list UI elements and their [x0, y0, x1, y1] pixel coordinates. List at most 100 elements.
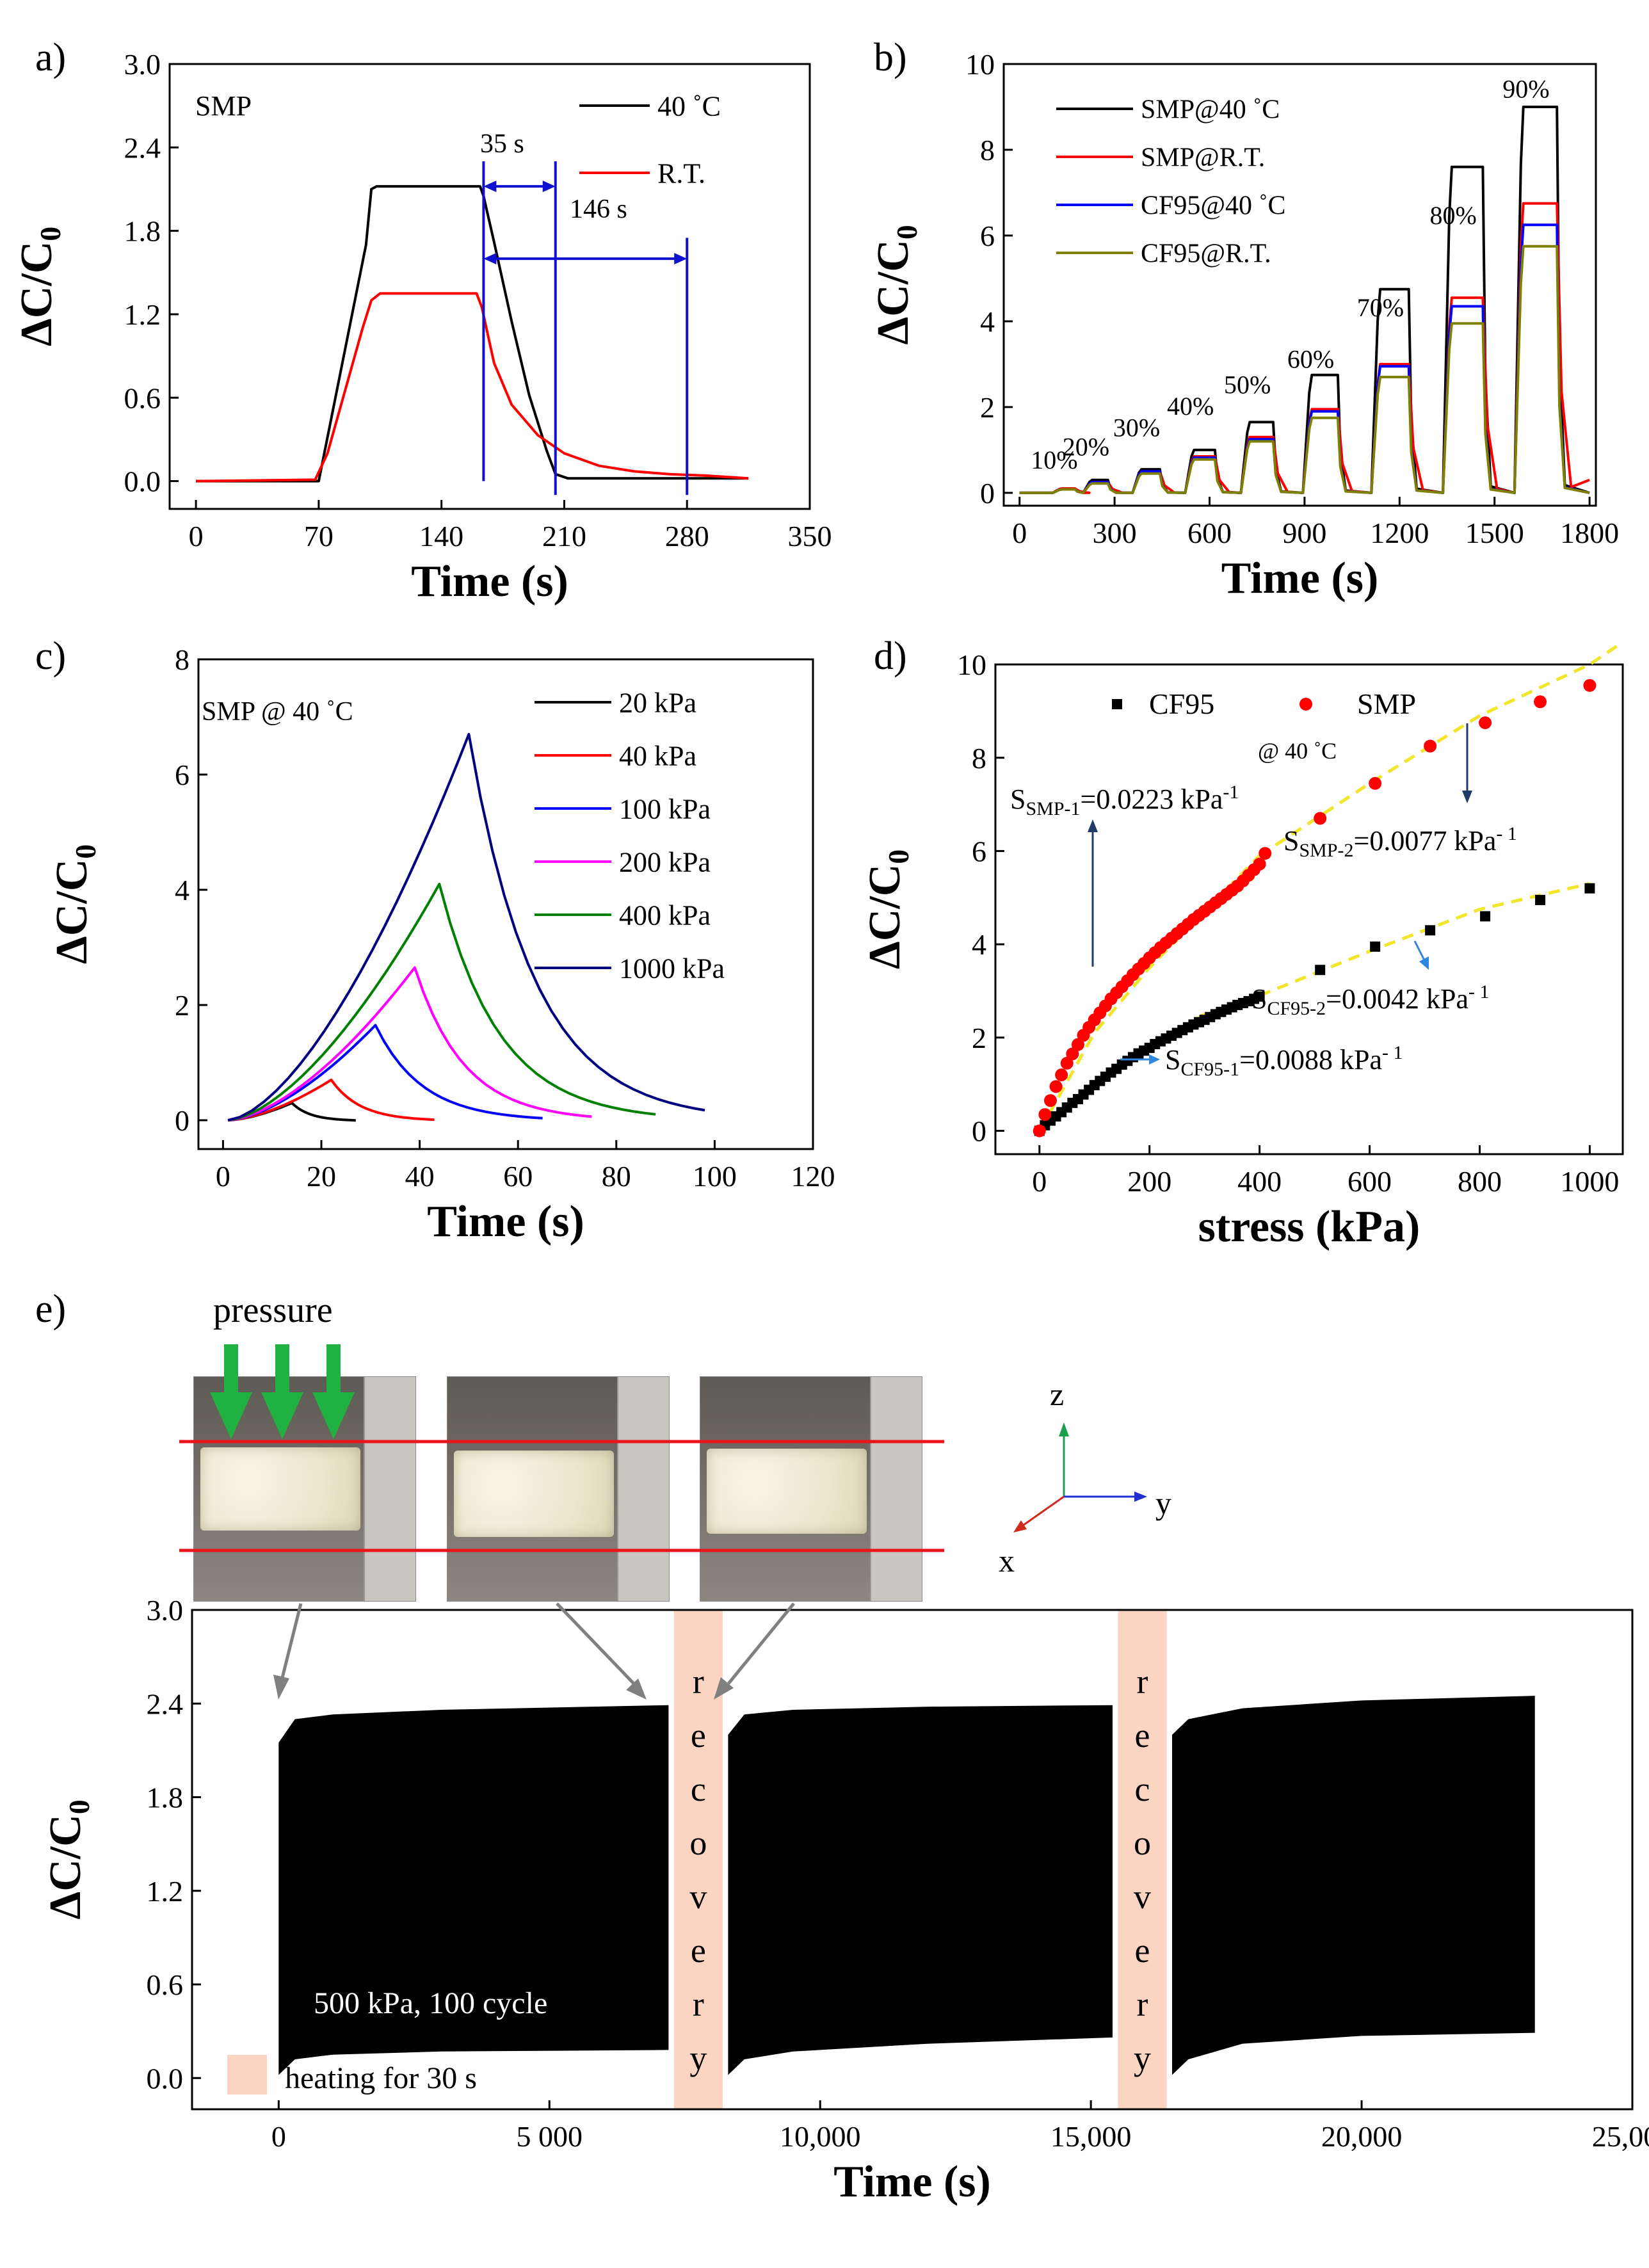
legend-smp-label: SMP	[1357, 688, 1416, 720]
x-tick-label: 0	[189, 520, 204, 552]
plot-frame	[197, 658, 814, 1150]
s-cf1-sub: CF95-1	[1180, 1059, 1239, 1080]
x-tick-label: 40	[405, 1160, 435, 1193]
y-tick-label: 1.2	[124, 298, 161, 331]
x-tick-label: 80	[602, 1160, 631, 1193]
s-smp2-main: S	[1283, 825, 1299, 857]
recovery-letter: v	[1134, 1878, 1151, 1916]
y-tick-label: 4	[972, 928, 986, 961]
axis-z-label: z	[1050, 1376, 1064, 1412]
y-tick-label: 8	[972, 742, 986, 775]
x-tick-label: 1000	[1560, 1165, 1619, 1198]
s-smp1-sub: SMP-1	[1026, 798, 1080, 819]
y-tick-label: 3.0	[124, 48, 161, 81]
x-tick-label: 5 000	[517, 2120, 583, 2153]
legend-label: CF95@R.T.	[1141, 239, 1271, 269]
plot-frame	[1002, 63, 1597, 507]
panel-a-annotation: SMP	[195, 90, 252, 122]
y-tick-label: 10	[957, 648, 986, 681]
panel-c-label: c)	[35, 634, 66, 678]
y-tick-label: 0.0	[147, 2062, 184, 2095]
legend-label: 1000 kPa	[619, 953, 725, 984]
y-tick-label: 2.4	[147, 1687, 184, 1720]
y-tick-label: 0	[980, 477, 995, 510]
x-axis-title: stress (kPa)	[1198, 1202, 1420, 1251]
cycle-text: 500 kPa, 100 cycle	[314, 1986, 547, 2020]
legend-label: R.T.	[657, 157, 705, 189]
y-tick-label: 6	[972, 835, 986, 868]
smp-point	[1071, 1038, 1084, 1051]
plot-frame	[994, 663, 1624, 1155]
cf95-point	[1370, 941, 1381, 952]
strain-label: 40%	[1167, 392, 1214, 421]
cf95-point	[1584, 883, 1595, 894]
cf95-point	[1535, 894, 1546, 905]
y-tick-label: 0.6	[147, 1968, 184, 2001]
cf95-point	[1315, 965, 1326, 976]
recovery-letter: y	[1134, 2039, 1151, 2077]
series-line	[1019, 106, 1590, 494]
y-tick-label: 4	[980, 305, 995, 338]
y-tick-label: 3.0	[147, 1594, 184, 1627]
y-tick-label: 4	[175, 874, 189, 906]
x-axis-title: Time (s)	[411, 557, 568, 606]
heating-legend-swatch	[227, 2055, 267, 2095]
strain-label: 50%	[1224, 371, 1271, 399]
s-smp2-sup: - 1	[1496, 823, 1517, 844]
legend-label: SMP@40 ˚C	[1141, 95, 1280, 125]
smp-point	[1060, 1056, 1074, 1070]
panel-a-dim-146: 146 s	[570, 195, 627, 224]
x-tick-label: 300	[1093, 517, 1137, 549]
strain-label: 90%	[1502, 74, 1549, 103]
x-tick-label: 70	[304, 520, 334, 552]
y-tick-label: 8	[980, 134, 995, 166]
smp-point	[1043, 1094, 1057, 1107]
y-tick-label: 0.0	[124, 465, 161, 498]
s-cf2-val: =0.0042 kPa	[1326, 983, 1468, 1015]
legend-label: 200 kPa	[619, 846, 711, 878]
y-axis-title: ΔC/C0	[47, 844, 102, 964]
plot-frame	[191, 1609, 1634, 2111]
recovery-letter: y	[689, 2039, 707, 2077]
x-tick-label: 200	[1127, 1165, 1171, 1198]
s-cf2-main: S	[1251, 983, 1267, 1015]
x-tick-label: 0	[1032, 1165, 1047, 1198]
y-tick-label: 0	[175, 1104, 189, 1137]
smp-point	[1583, 679, 1597, 692]
cycle-envelope	[278, 1705, 669, 2075]
x-tick-label: 600	[1187, 517, 1232, 549]
x-tick-label: 210	[542, 520, 586, 552]
s-cf2-sup: - 1	[1468, 981, 1490, 1002]
y-tick-label: 1.8	[147, 1781, 184, 1814]
series-line	[196, 292, 749, 483]
smp-point	[1424, 739, 1437, 753]
smp-point	[1479, 716, 1492, 730]
s-cf1-sup: - 1	[1382, 1042, 1403, 1063]
x-tick-label: 350	[788, 520, 832, 552]
smp-point	[1066, 1047, 1079, 1061]
legend-cf95-label: CF95	[1149, 688, 1214, 720]
series-line	[227, 883, 656, 1122]
axis-x-label: x	[999, 1543, 1015, 1579]
panel-d-annotations: @ 40 ˚C SSMP-1=0.0223 kPa-1 SSMP-2=0.007…	[1010, 723, 1517, 1080]
y-tick-label: 2	[980, 391, 995, 424]
cf95-point	[1425, 925, 1436, 936]
recovery-letter: r	[693, 1985, 704, 2023]
recovery-letter: v	[689, 1878, 707, 1916]
recovery-letter: c	[691, 1770, 706, 1808]
s-cf1-label: SCF95-1=0.0088 kPa- 1	[1165, 1042, 1403, 1080]
s-cf2-sub: CF95-2	[1267, 998, 1326, 1019]
y-tick-label: 6	[175, 759, 189, 791]
legend-cf95-marker	[1112, 699, 1122, 709]
x-tick-label: 140	[419, 520, 463, 552]
recovery-letter: e	[691, 1931, 706, 1970]
plot-frame	[168, 63, 811, 510]
smp-point	[1038, 1108, 1052, 1122]
strain-label: 30%	[1113, 414, 1160, 442]
s-cf1-arrowhead	[1149, 1054, 1160, 1065]
recovery-letter: r	[1137, 1985, 1148, 2023]
cycle-envelope	[1172, 1696, 1535, 2075]
s-cf2-label: SCF95-2=0.0042 kPa- 1	[1251, 981, 1490, 1019]
